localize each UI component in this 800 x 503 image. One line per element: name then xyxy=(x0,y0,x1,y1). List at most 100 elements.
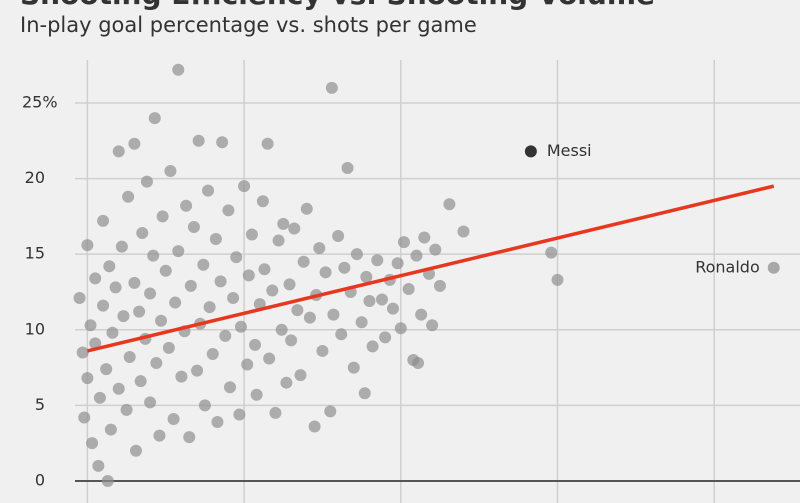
dot xyxy=(230,251,243,264)
dot xyxy=(172,63,185,76)
dot xyxy=(433,279,446,292)
dot xyxy=(112,145,125,158)
dot xyxy=(164,165,177,178)
dot xyxy=(92,459,105,472)
dot xyxy=(277,217,290,230)
dot xyxy=(144,287,157,300)
dot xyxy=(366,340,379,353)
dot xyxy=(242,269,255,282)
dot xyxy=(285,334,298,347)
dot xyxy=(288,222,301,235)
dot xyxy=(159,264,172,277)
dot xyxy=(81,239,94,252)
dot xyxy=(84,319,97,332)
dot xyxy=(223,381,236,394)
dot xyxy=(350,248,363,261)
dot xyxy=(324,405,337,418)
dot xyxy=(303,311,316,324)
y-tick-label: 5 xyxy=(35,395,45,414)
dot xyxy=(167,412,180,425)
dot xyxy=(103,260,116,273)
dot xyxy=(214,275,227,288)
dot xyxy=(443,198,456,211)
dot xyxy=(148,112,161,125)
dot xyxy=(100,363,113,376)
dot xyxy=(219,329,232,342)
dot xyxy=(104,423,117,436)
dot xyxy=(209,233,222,246)
dot xyxy=(211,416,224,429)
dot xyxy=(391,257,404,270)
dot xyxy=(371,254,384,267)
dot xyxy=(266,284,279,297)
dot xyxy=(283,278,296,291)
dot xyxy=(192,134,205,147)
dot xyxy=(122,190,135,203)
dot xyxy=(308,420,321,433)
dot xyxy=(156,210,169,223)
dot xyxy=(280,376,293,389)
dot xyxy=(120,403,133,416)
dot xyxy=(360,270,373,283)
dot xyxy=(155,314,168,327)
dot xyxy=(457,225,470,238)
dot xyxy=(386,302,399,315)
dot xyxy=(172,245,185,258)
y-tick-label: 20 xyxy=(25,168,45,187)
dot xyxy=(394,322,407,335)
dot xyxy=(256,195,269,208)
dot xyxy=(316,344,329,357)
dot xyxy=(128,137,141,150)
dot xyxy=(250,388,263,401)
dot xyxy=(272,234,285,247)
dot xyxy=(415,308,428,321)
dot xyxy=(358,387,371,400)
dot xyxy=(128,276,141,289)
dot xyxy=(109,281,122,294)
highlight-label: Messi xyxy=(547,141,592,160)
dot xyxy=(325,81,338,94)
dot xyxy=(297,255,310,268)
trend-line xyxy=(86,184,775,353)
dot xyxy=(129,444,142,457)
dot xyxy=(338,261,351,274)
dot xyxy=(180,199,193,212)
dot xyxy=(363,295,376,308)
dot xyxy=(327,308,340,321)
dot xyxy=(332,230,345,243)
dot xyxy=(78,411,91,424)
dot xyxy=(187,220,200,233)
highlight-dot xyxy=(767,261,780,274)
dot xyxy=(97,214,110,227)
dot xyxy=(197,258,210,271)
dot xyxy=(144,396,157,409)
dot xyxy=(117,310,130,323)
dot xyxy=(134,375,147,388)
dot xyxy=(241,358,254,371)
dot xyxy=(115,240,128,253)
dot xyxy=(234,320,247,333)
dot xyxy=(123,350,136,363)
dot xyxy=(418,231,431,244)
dot xyxy=(551,273,564,286)
dot xyxy=(203,301,216,314)
dot xyxy=(89,272,102,285)
dot xyxy=(249,338,262,351)
dot xyxy=(238,180,251,193)
dot xyxy=(150,357,163,370)
dot xyxy=(175,370,188,383)
dot xyxy=(233,408,246,421)
dot xyxy=(76,346,89,359)
y-tick-label: 10 xyxy=(25,319,45,338)
dot xyxy=(106,326,119,339)
dot xyxy=(81,372,94,385)
dot xyxy=(402,282,415,295)
dot xyxy=(245,228,258,241)
dot xyxy=(375,293,388,306)
dot xyxy=(216,136,229,149)
dot xyxy=(97,299,110,312)
dot xyxy=(191,364,204,377)
dot xyxy=(133,305,146,318)
